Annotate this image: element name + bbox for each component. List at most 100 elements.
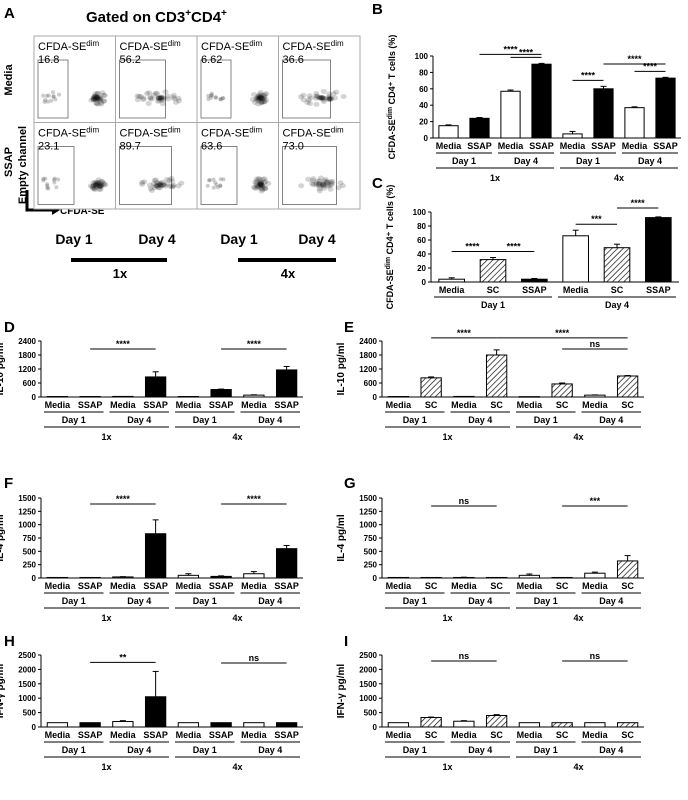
bar	[79, 722, 101, 728]
day-label: Day 1	[452, 156, 476, 166]
flow-gate-label: CFDA-SEdim	[38, 39, 100, 53]
y-tick-label: 2000	[359, 665, 377, 674]
panel-letter-e: E	[344, 319, 354, 336]
category-label: Media	[176, 730, 203, 740]
bar	[562, 133, 583, 139]
flow-density-cloud	[205, 176, 272, 194]
bar	[275, 369, 298, 398]
flow-gate	[119, 59, 166, 119]
bar	[551, 576, 573, 579]
bar	[112, 721, 134, 728]
y-tick-label: 0	[32, 574, 37, 583]
bar	[387, 722, 410, 728]
group-label: 1x	[101, 432, 111, 442]
flow-gate	[282, 146, 337, 205]
y-tick-label: 2400	[18, 337, 36, 346]
day-label: Day 4	[127, 596, 151, 606]
day-label: Day 4	[468, 745, 492, 755]
bar	[46, 396, 69, 398]
category-label: SSAP	[274, 581, 299, 591]
flow-group-label: 1x	[113, 266, 128, 281]
y-tick-label: 40	[417, 250, 426, 259]
category-label: SSAP	[653, 141, 678, 151]
flow-day-label: Day 4	[138, 231, 176, 247]
y-axis-label: CFDA-SEdim CD4⁺ T cells (%)	[387, 35, 397, 160]
chart-panel-g: G IL-4 pg/ml 0 250 500 750 1000 1250 1500 Media SC…	[336, 475, 644, 623]
y-tick-label: 250	[23, 561, 37, 570]
category-label: SC	[556, 581, 569, 591]
flow-y-channel-label: Empty channel	[17, 126, 29, 204]
day-label: Day 1	[193, 745, 217, 755]
y-tick-label: 0	[32, 393, 37, 402]
category-label: SSAP	[209, 400, 234, 410]
category-label: SSAP	[529, 141, 554, 151]
flow-density-cloud	[134, 89, 183, 107]
category-label: Media	[582, 400, 609, 410]
flow-density-cloud	[298, 89, 347, 107]
chart-panel-b: B CFDA-SEdim CD4⁺ T cells (%) 0 20 40 60 80 100…	[372, 1, 681, 183]
category-label: Media	[241, 400, 268, 410]
flow-gate-value: 16.8	[38, 54, 59, 66]
bar	[79, 576, 101, 579]
bar	[210, 575, 232, 579]
flow-gate-label: CFDA-SEdim	[201, 39, 263, 53]
bar	[275, 548, 298, 579]
category-label: Media	[110, 581, 137, 591]
significance-label: ns	[459, 651, 470, 661]
flow-day-label: Day 1	[220, 231, 258, 247]
bar	[210, 722, 232, 728]
chart-panel-f: F IL-4 pg/ml 0 250 500 750 1000 1250 1500 Media SS…	[0, 475, 303, 623]
y-tick-label: 0	[373, 574, 378, 583]
significance-label: ****	[507, 242, 522, 252]
panel-letter-a: A	[4, 5, 15, 22]
group-label: 4x	[232, 762, 242, 772]
bar	[500, 90, 521, 139]
category-label: Media	[582, 581, 609, 591]
bar-charts: B CFDA-SEdim CD4⁺ T cells (%) 0 20 40 60 80 100…	[0, 1, 681, 772]
y-tick-label: 1000	[359, 694, 377, 703]
flow-density-cloud	[41, 90, 108, 107]
y-tick-label: 0	[424, 134, 429, 143]
flow-day-label: Day 4	[298, 231, 336, 247]
flow-axis-arrow	[25, 190, 54, 212]
y-tick-label: 2500	[359, 651, 377, 660]
bar	[616, 560, 639, 579]
bar	[79, 396, 101, 398]
flow-gate	[37, 59, 69, 119]
category-label: Media	[622, 141, 649, 151]
day-label: Day 4	[599, 745, 623, 755]
y-tick-label: 750	[23, 534, 37, 543]
chart-panel-i: I IFN-γ pg/ml 0 500 1000 1500 2000 2500 Media SC M…	[336, 633, 644, 772]
y-tick-label: 1000	[18, 521, 36, 530]
bar	[655, 77, 676, 139]
y-tick-label: 1200	[359, 365, 377, 374]
category-label: SSAP	[274, 400, 299, 410]
category-label: Media	[176, 400, 203, 410]
y-tick-label: 1250	[18, 507, 36, 516]
category-label: Media	[45, 581, 72, 591]
bar	[46, 576, 69, 579]
flow-density-cloud	[206, 90, 270, 107]
y-tick-label: 600	[364, 379, 378, 388]
category-label: SSAP	[143, 400, 168, 410]
category-label: Media	[498, 141, 525, 151]
flow-gate	[119, 146, 172, 205]
y-tick-label: 500	[23, 709, 37, 718]
flow-row-label-ssap: SSAP	[3, 147, 15, 177]
panel-letter-c: C	[372, 175, 383, 192]
y-tick-label: 0	[373, 393, 378, 402]
category-label: SC	[425, 400, 438, 410]
category-label: Media	[563, 285, 590, 295]
significance-label: ***	[591, 214, 602, 224]
category-label: SC	[621, 581, 634, 591]
panel-letter-d: D	[4, 319, 15, 336]
y-tick-label: 250	[364, 561, 378, 570]
category-label: Media	[386, 581, 413, 591]
bar	[485, 714, 508, 728]
bar	[479, 259, 507, 283]
category-label: SC	[621, 400, 634, 410]
y-tick-label: 1200	[18, 365, 36, 374]
flow-x-channel-label: CFDA-SE	[60, 206, 105, 217]
